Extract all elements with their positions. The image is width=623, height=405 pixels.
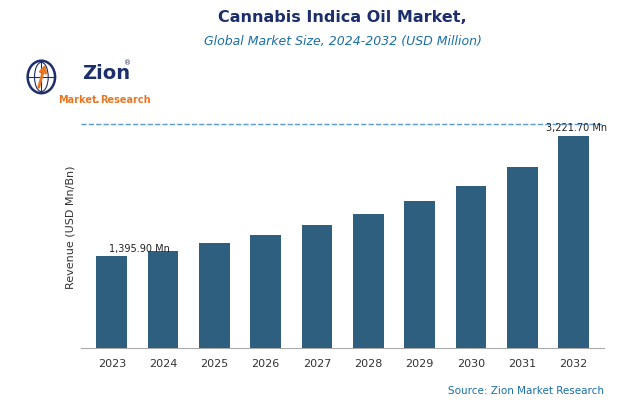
Text: Zion: Zion [82, 64, 131, 82]
Text: .: . [95, 93, 100, 106]
Text: Source: Zion Market Research: Source: Zion Market Research [449, 385, 604, 395]
Bar [97, 257, 127, 348]
Bar [148, 251, 178, 348]
Text: Market: Market [59, 95, 97, 104]
Text: ®: ® [123, 60, 131, 66]
Bar [455, 186, 487, 348]
Bar [558, 137, 589, 348]
Y-axis label: Revenue (USD Mn/Bn): Revenue (USD Mn/Bn) [65, 165, 75, 288]
Text: 3,221.70 Mn: 3,221.70 Mn [546, 123, 607, 133]
Bar [404, 201, 435, 348]
Bar [250, 235, 281, 348]
Bar [199, 243, 230, 348]
Bar [353, 214, 384, 348]
Text: Global Market Size, 2024-2032 (USD Million): Global Market Size, 2024-2032 (USD Milli… [204, 34, 482, 47]
Text: 1,395.90 Mn: 1,395.90 Mn [109, 243, 170, 253]
Bar [302, 226, 333, 348]
Bar [507, 168, 538, 348]
Text: Cannabis Indica Oil Market,: Cannabis Indica Oil Market, [218, 10, 467, 25]
Text: CAGR : 9.86%: CAGR : 9.86% [80, 378, 176, 391]
Text: Research: Research [100, 95, 151, 104]
